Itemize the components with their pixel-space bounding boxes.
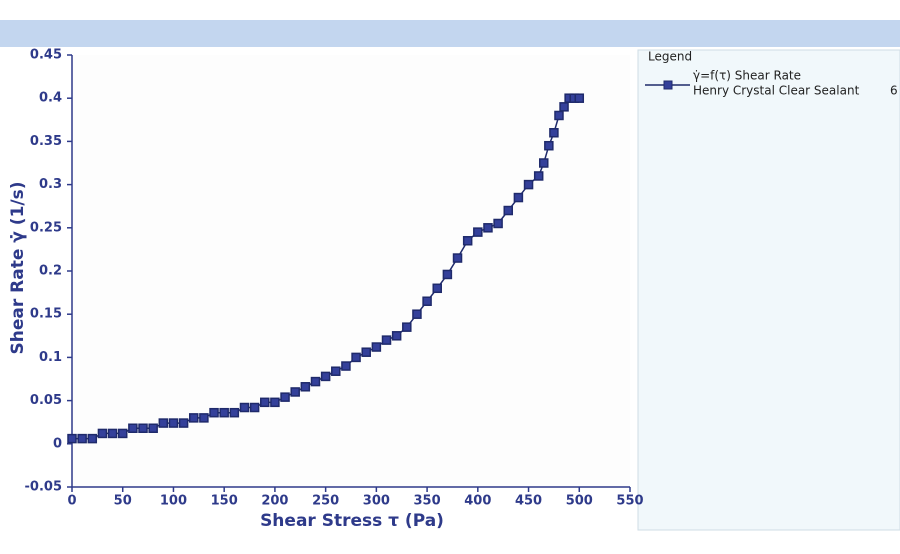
marker xyxy=(351,352,361,363)
marker xyxy=(462,236,473,246)
marker xyxy=(209,407,219,418)
marker xyxy=(513,192,524,203)
marker xyxy=(290,387,300,397)
x-tick-label: 500 xyxy=(566,494,593,509)
marker xyxy=(574,93,585,103)
marker xyxy=(452,253,463,263)
marker xyxy=(391,331,402,341)
x-tick-label: 100 xyxy=(160,494,187,509)
x-axis-title: Shear Stress τ (Pa) xyxy=(260,511,444,531)
legend-sublabel: Henry Crystal Clear Sealant xyxy=(693,84,860,98)
marker xyxy=(199,413,209,423)
marker xyxy=(381,335,392,345)
y-tick-label: 0.45 xyxy=(30,48,62,63)
marker xyxy=(503,205,514,216)
x-tick-label: 250 xyxy=(312,494,339,509)
legend-label: γ̇=f(τ) Shear Rate xyxy=(693,69,801,83)
y-tick-label: 0.05 xyxy=(30,393,62,408)
marker xyxy=(168,418,179,428)
marker xyxy=(178,418,189,428)
marker xyxy=(138,423,148,433)
marker xyxy=(117,428,128,439)
marker xyxy=(361,347,371,357)
marker xyxy=(493,218,503,229)
x-tick-label: 450 xyxy=(515,494,542,509)
y-tick-label: 0 xyxy=(53,436,62,451)
marker xyxy=(371,342,382,352)
y-tick-label: 0.4 xyxy=(39,91,62,106)
marker xyxy=(442,269,453,280)
marker xyxy=(219,407,229,418)
marker xyxy=(107,428,118,439)
x-tick-label: 400 xyxy=(464,494,491,509)
marker xyxy=(97,428,108,439)
marker xyxy=(402,322,412,332)
marker xyxy=(412,309,422,319)
x-tick-label: 550 xyxy=(616,494,643,509)
marker xyxy=(239,402,250,413)
marker xyxy=(549,128,559,138)
marker xyxy=(260,397,270,408)
y-tick-label: -0.05 xyxy=(25,480,62,495)
legend-panel xyxy=(637,49,900,531)
y-axis-title: Shear Rate γ̇ (1/s) xyxy=(8,182,28,355)
y-tick-label: 0.35 xyxy=(30,134,62,149)
toolbar-band xyxy=(0,20,900,47)
marker xyxy=(188,413,199,423)
marker xyxy=(554,110,564,121)
y-tick-label: 0.1 xyxy=(39,350,62,365)
marker xyxy=(559,102,569,112)
marker xyxy=(320,371,331,382)
legend-title: Legend xyxy=(648,50,692,64)
plot-area xyxy=(72,55,630,487)
marker xyxy=(67,433,77,444)
marker xyxy=(270,397,280,408)
marker xyxy=(544,140,554,151)
x-tick-label: 350 xyxy=(414,494,441,509)
marker xyxy=(158,418,169,428)
marker xyxy=(539,158,549,168)
marker xyxy=(310,376,321,387)
marker xyxy=(523,179,534,190)
marker xyxy=(422,296,432,306)
y-tick-label: 0.2 xyxy=(39,264,62,279)
y-tick-label: 0.3 xyxy=(39,177,62,192)
x-tick-label: 150 xyxy=(211,494,238,509)
x-tick-label: 0 xyxy=(67,494,76,509)
marker xyxy=(280,392,290,402)
x-tick-label: 200 xyxy=(261,494,288,509)
x-tick-label: 50 xyxy=(114,494,132,509)
marker xyxy=(300,382,311,392)
marker xyxy=(148,423,158,433)
marker xyxy=(77,433,87,444)
marker xyxy=(128,423,138,433)
marker xyxy=(341,361,351,371)
marker xyxy=(229,407,240,418)
marker xyxy=(249,402,260,413)
marker xyxy=(483,223,493,233)
legend-marker xyxy=(663,80,673,90)
y-tick-label: 0.25 xyxy=(30,220,62,235)
marker xyxy=(533,171,544,181)
x-tick-label: 300 xyxy=(363,494,390,509)
legend-suffix: 6 xyxy=(890,84,898,98)
y-tick-label: 0.15 xyxy=(30,307,62,322)
marker xyxy=(87,433,98,444)
marker xyxy=(432,283,442,294)
marker xyxy=(331,366,341,376)
marker xyxy=(473,227,483,237)
